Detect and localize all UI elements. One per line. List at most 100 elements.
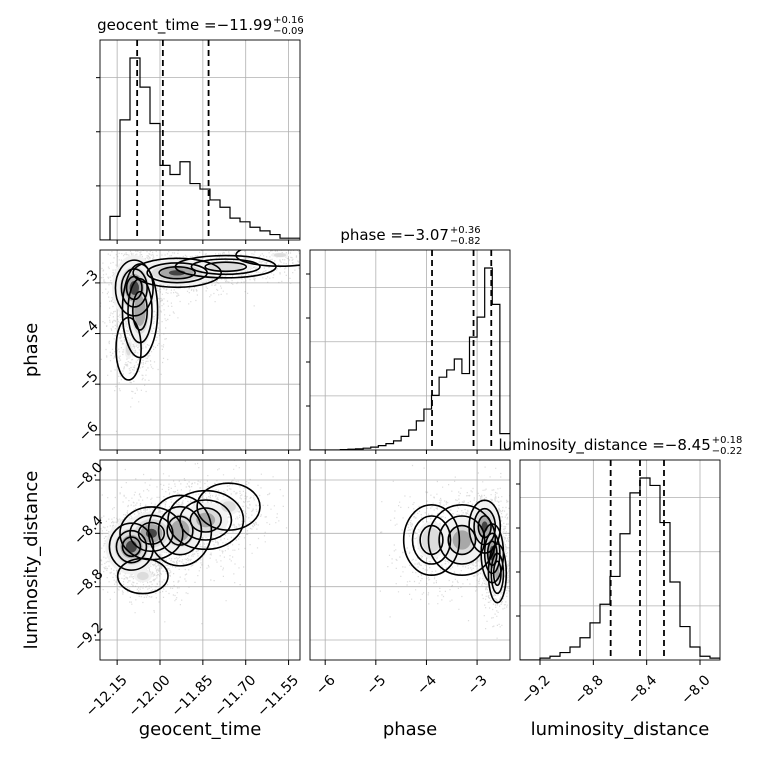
contour-line [137,521,166,545]
hist-bar [210,200,220,240]
x-tick-label: −11.55 [254,672,302,720]
y-axis-phase: −6 −5 −4 −3 phase [21,267,102,445]
density-shade [137,571,149,581]
x-axis-label: geocent_time [139,719,262,740]
hist-bar [409,430,417,450]
density-shade [221,501,236,513]
density-panel-phase-vs-luminosity_distance [309,459,511,661]
hist-bar [250,227,260,240]
hist-bar [378,446,386,450]
hist-bar [560,653,570,660]
hist-bar [386,444,394,450]
x-axis-phase: −6 −5 −4 −3 phase [313,660,491,740]
contour-line [492,560,502,587]
contour-line [132,257,222,289]
title-prefix: geocent_time = [97,16,217,35]
y-axis-label: luminosity_distance [21,471,42,650]
title-minus-error: −0.82 [450,236,481,247]
panel-frame [99,39,301,241]
density-shade [208,262,244,271]
y-tick-label: −4 [76,318,102,344]
density-shade [129,281,140,295]
contour-line [129,514,174,553]
contour-line [116,557,169,595]
x-tick-label: −4 [414,672,440,698]
density-shade [125,341,132,356]
hist-bar [240,222,250,240]
title-value: −3.07 [403,226,449,244]
contour-line [402,503,461,576]
hist-bar [670,582,680,660]
hist-step-line [100,57,300,240]
hist-bar [600,604,610,660]
density-panel-geocent_time-vs-luminosity_distance [99,459,301,661]
contour-line [477,515,492,539]
x-tick-label: −3 [465,672,491,698]
hist-panel-geocent_time: geocent_time = −11.99 +0.16−0.09 [96,15,304,241]
hist-bar [477,317,485,450]
hist-bar [424,409,432,450]
panel-frame [99,249,301,451]
title-plus-error: +0.18 [712,435,743,446]
contour-line [179,499,233,541]
density-shade [170,520,190,542]
x-axis-luminosity_distance: −9.2 −8.8 −8.4 −8.0 luminosity_distance [518,660,714,740]
contour-line [158,266,196,280]
density-shade [273,253,287,258]
contour-line [166,515,194,546]
hist-bar [570,647,580,660]
contour-line [157,505,203,556]
hist-bar [170,174,180,240]
hist-title-geocent_time: geocent_time = −11.99 +0.16−0.09 [97,15,304,37]
hist-bar [680,627,690,660]
hist-bar [690,647,700,660]
hist-bar [260,231,270,240]
title-value: −8.45 [665,436,711,454]
hist-bar [140,87,150,240]
contour-line [235,250,300,267]
hist-title-phase: phase = −3.07 +0.36−0.82 [340,225,480,247]
hist-bar [640,478,650,660]
contour-line [115,529,148,564]
hist-bar [454,359,462,450]
hist-bar [220,207,230,240]
hist-title-luminosity_distance: luminosity_distance = −8.45 +0.18−0.22 [498,435,742,457]
y-tick-label: −6 [76,419,102,445]
hist-bar [492,304,500,450]
hist-step-line [520,477,720,660]
hist-bar [110,216,120,240]
contour-line [190,258,261,276]
hist-bar [416,421,424,450]
hist-bar [190,184,200,240]
x-axis-geocent_time: −12.15−12.00−11.85−11.70−11.55geocent_ti… [83,660,302,740]
y-tick-label: −5 [76,368,102,394]
x-tick-label: −5 [364,672,390,698]
hist-bar [401,436,409,450]
hist-bar [630,493,640,660]
x-tick-label: −8.4 [625,672,660,707]
y-tick-label: −3 [76,267,102,293]
hist-bar [180,162,190,240]
hist-bar [130,58,140,240]
contour-line [108,522,155,571]
panel-frame [519,459,721,661]
hist-bar [230,218,240,240]
hist-bar [580,638,590,660]
hist-bar [160,165,170,240]
contour-line [483,532,501,575]
x-tick-label: −11.85 [169,672,217,720]
hist-bar [462,374,470,450]
contour-line [487,543,508,604]
contour-line [121,536,142,558]
hist-bar [439,377,447,450]
hist-bar [620,534,630,660]
hist-bar [270,235,280,240]
contour-line [120,268,148,308]
contour-line [132,290,149,331]
hist-bar [590,623,600,660]
density-shade [452,530,472,550]
x-axis-label: phase [383,719,437,740]
contour-line [189,507,222,533]
